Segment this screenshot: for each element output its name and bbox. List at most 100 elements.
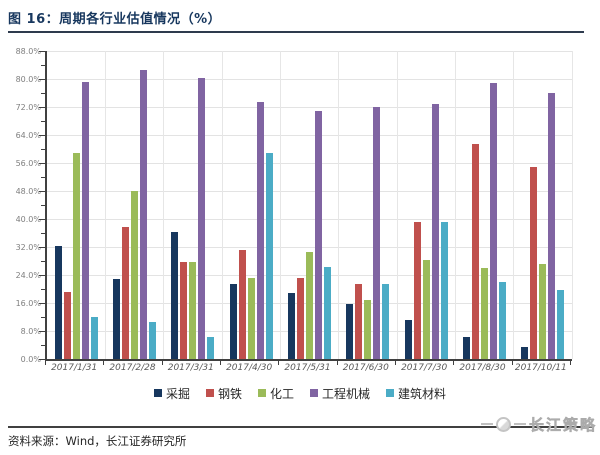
- bar-group: [397, 51, 455, 359]
- bar-group: [514, 51, 572, 359]
- y-axis-minor-tick: [41, 93, 45, 94]
- y-axis-label: 56.0%: [15, 159, 41, 168]
- bar: [480, 267, 488, 359]
- title-divider: [8, 31, 584, 33]
- x-axis-label: 2017/8/30: [459, 363, 506, 373]
- y-axis-minor-tick: [41, 317, 45, 318]
- bar: [305, 251, 313, 359]
- bar: [180, 261, 188, 359]
- bar: [256, 101, 264, 359]
- x-axis-tick: [103, 361, 105, 365]
- y-axis-major-tick: [39, 275, 45, 276]
- bar: [530, 167, 538, 359]
- y-axis-major-tick: [39, 163, 45, 164]
- legend-label: 建筑材料: [398, 386, 447, 401]
- x-axis-tick: [220, 361, 221, 365]
- bar: [171, 231, 179, 359]
- y-axis-major-tick: [39, 331, 45, 332]
- y-axis-major-tick: [39, 107, 45, 108]
- y-axis-major-tick: [39, 359, 45, 360]
- bar: [471, 144, 479, 359]
- legend-item: 钢铁: [205, 385, 242, 402]
- y-axis-label: 8.0%: [20, 327, 41, 336]
- legend-label: 钢铁: [217, 386, 242, 401]
- bar-group: [339, 51, 397, 359]
- y-axis-label: 88.0%: [15, 47, 41, 56]
- bar: [440, 221, 448, 359]
- footer-divider: [8, 426, 592, 428]
- gridline-horizontal: [47, 135, 572, 136]
- bar: [364, 299, 372, 359]
- y-axis-minor-tick: [41, 65, 45, 66]
- bar: [207, 337, 215, 359]
- y-axis-major-tick: [39, 247, 45, 248]
- bar: [323, 266, 331, 359]
- bar: [346, 304, 354, 359]
- gridline-horizontal: [47, 219, 572, 220]
- y-axis-label: 0.0%: [20, 355, 41, 364]
- bar-group: [455, 51, 513, 359]
- gridline-vertical: [513, 51, 515, 359]
- y-axis-label: 24.0%: [15, 271, 41, 280]
- y-axis-minor-tick: [41, 261, 45, 262]
- bar: [229, 284, 237, 359]
- y-axis-minor-tick: [41, 205, 45, 206]
- bar: [189, 261, 197, 359]
- bar: [54, 246, 62, 359]
- logo-text: 长江策略: [528, 415, 597, 434]
- y-axis-label: 32.0%: [15, 243, 41, 252]
- x-axis-label: 2017/3/31: [167, 363, 214, 373]
- gridline-vertical: [104, 51, 106, 359]
- bar: [63, 291, 71, 359]
- y-axis-major-tick: [39, 191, 45, 192]
- bar: [121, 226, 129, 359]
- bar: [296, 277, 304, 359]
- legend-swatch: [386, 389, 395, 397]
- y-axis-major-tick: [39, 219, 45, 220]
- y-axis-label: 48.0%: [15, 187, 41, 196]
- legend-swatch: [310, 389, 318, 397]
- x-axis-tick: [395, 361, 396, 365]
- y-axis-major-tick: [39, 51, 45, 52]
- source-note: 资料来源：Wind，长江证券研究所: [8, 434, 187, 448]
- legend-item: 建筑材料: [386, 385, 446, 402]
- bar-group: [222, 51, 280, 359]
- x-axis-label: 2017/1/31: [51, 363, 98, 373]
- bar: [413, 222, 421, 359]
- legend-swatch: [257, 389, 266, 397]
- bar: [498, 282, 506, 359]
- gridline-horizontal: [47, 79, 572, 80]
- legend-swatch: [205, 389, 214, 397]
- y-axis-label: 40.0%: [15, 215, 41, 224]
- bar: [422, 260, 430, 359]
- y-axis-minor-tick: [41, 289, 45, 290]
- y-axis-label: 64.0%: [15, 131, 41, 140]
- legend-item: 化工: [257, 385, 294, 402]
- gridline-vertical: [454, 51, 456, 359]
- y-axis-major-tick: [39, 79, 45, 80]
- logo-dash: [513, 423, 526, 425]
- gridline-vertical: [338, 51, 340, 359]
- y-axis-label: 16.0%: [15, 299, 41, 308]
- bar-group: [280, 51, 338, 359]
- bar: [373, 106, 381, 359]
- bar: [238, 250, 246, 359]
- bar: [81, 81, 89, 359]
- bar: [557, 290, 565, 359]
- gridline-horizontal: [47, 191, 572, 192]
- y-axis-minor-tick: [41, 121, 45, 122]
- bar: [521, 347, 529, 359]
- y-axis-major-tick: [39, 135, 45, 136]
- bar: [489, 83, 497, 359]
- bar: [72, 153, 80, 359]
- x-axis-label: 2017/4/30: [226, 363, 273, 373]
- chart-legend: 采掘 钢铁 化工 工程机械 建筑材料: [0, 384, 600, 402]
- gridline-vertical: [571, 51, 573, 359]
- x-axis-label: 2017/7/30: [401, 363, 448, 373]
- brand-logo: 长江策略: [480, 413, 597, 435]
- logo-circle-icon: [495, 416, 511, 432]
- bar: [382, 284, 390, 359]
- x-axis-tick: [570, 361, 571, 365]
- gridline-vertical: [279, 51, 281, 359]
